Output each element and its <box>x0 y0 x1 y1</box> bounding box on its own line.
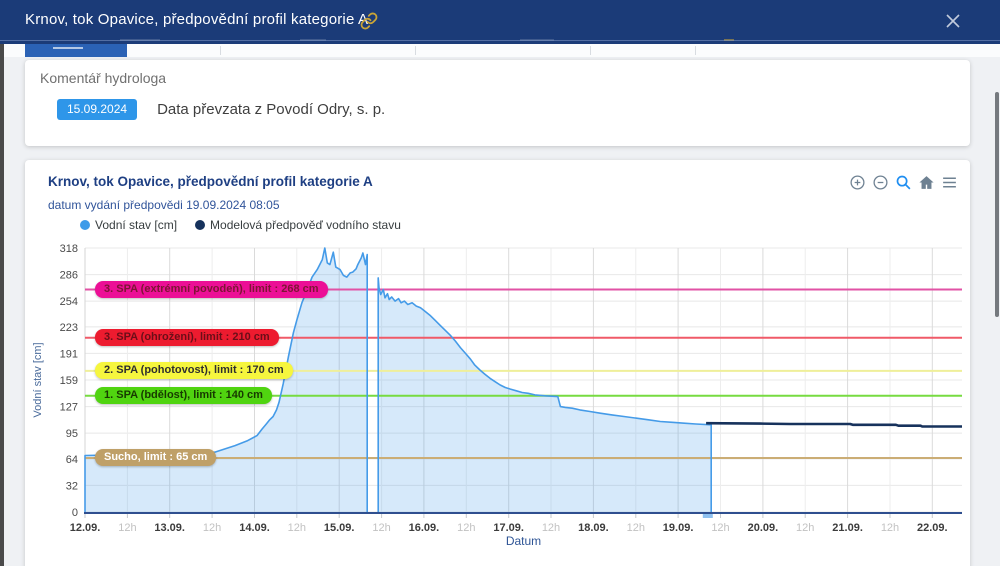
svg-text:64: 64 <box>66 454 78 466</box>
legend-item[interactable]: Modelová předpověď vodního stavu <box>195 218 401 232</box>
tab-separator <box>220 46 221 55</box>
svg-text:12h: 12h <box>118 522 136 534</box>
svg-text:254: 254 <box>60 296 78 308</box>
chart-subtitle: datum vydání předpovědi 19.09.2024 08:05 <box>48 198 280 212</box>
svg-text:318: 318 <box>60 243 78 255</box>
chart-title: Krnov, tok Opavice, předpovědní profil k… <box>48 174 373 189</box>
legend-marker-icon <box>195 220 206 230</box>
modal-title: Krnov, tok Opavice, předpovědní profil k… <box>25 11 369 28</box>
comment-text: Data převzata z Povodí Odry, s. p. <box>157 101 386 118</box>
page-scrollbar[interactable] <box>990 46 1000 566</box>
close-button[interactable] <box>944 12 962 30</box>
svg-text:12h: 12h <box>203 522 221 534</box>
chart-toolbar <box>849 174 958 191</box>
svg-text:12h: 12h <box>627 522 645 534</box>
svg-text:159: 159 <box>60 375 78 387</box>
svg-text:Datum: Datum <box>506 534 541 548</box>
header-divider <box>0 40 1000 41</box>
legend-item[interactable]: Vodní stav [cm] <box>80 218 177 232</box>
svg-text:0: 0 <box>72 507 78 519</box>
legend-label: Modelová předpověď vodního stavu <box>210 218 401 232</box>
svg-text:Vodní stav [cm]: Vodní stav [cm] <box>32 342 44 417</box>
comment-row: 15.09.2024 Data převzata z Povodí Odry, … <box>57 99 385 120</box>
svg-text:17.09.: 17.09. <box>493 522 524 534</box>
svg-text:13.09.: 13.09. <box>154 522 185 534</box>
svg-text:127: 127 <box>60 402 78 414</box>
reset-home-button[interactable] <box>918 174 935 191</box>
svg-text:12h: 12h <box>457 522 475 534</box>
svg-text:95: 95 <box>66 428 78 440</box>
svg-text:22.09.: 22.09. <box>917 522 948 534</box>
selection-zoom-button[interactable] <box>895 174 912 191</box>
svg-text:19.09.: 19.09. <box>663 522 694 534</box>
svg-text:223: 223 <box>60 322 78 334</box>
comment-date-badge: 15.09.2024 <box>57 99 138 120</box>
svg-text:12h: 12h <box>796 522 814 534</box>
svg-text:12h: 12h <box>711 522 729 534</box>
chart-plot-area[interactable]: 0 32 64 95 127 159 191 223 254 286 318 12.09. 12h 13.… <box>25 160 970 566</box>
legend-marker-icon <box>80 220 90 230</box>
svg-text:18.09.: 18.09. <box>578 522 609 534</box>
comment-heading: Komentář hydrologa <box>40 70 167 86</box>
zoom-out-button[interactable] <box>872 174 889 191</box>
legend-label: Vodní stav [cm] <box>95 218 178 232</box>
menu-button[interactable] <box>941 174 958 191</box>
modal-header: Krnov, tok Opavice, předpovědní profil k… <box>0 0 1000 44</box>
scrollbar-thumb[interactable] <box>995 92 999 317</box>
svg-text:286: 286 <box>60 270 78 282</box>
svg-text:14.09.: 14.09. <box>239 522 270 534</box>
svg-text:21.09.: 21.09. <box>832 522 863 534</box>
svg-text:20.09.: 20.09. <box>748 522 779 534</box>
svg-text:16.09.: 16.09. <box>409 522 440 534</box>
svg-text:12h: 12h <box>542 522 560 534</box>
svg-text:32: 32 <box>66 480 78 492</box>
tab-label-fragment <box>53 47 83 49</box>
svg-text:12.09.: 12.09. <box>70 522 101 534</box>
hydrologist-comment-card: Komentář hydrologa 15.09.2024 Data převz… <box>25 60 970 146</box>
clipped-tab-row <box>0 44 1000 57</box>
svg-text:12h: 12h <box>288 522 306 534</box>
page-edge-strip <box>0 44 4 566</box>
forecast-chart-card: Krnov, tok Opavice, předpovědní profil k… <box>25 160 970 566</box>
close-icon <box>946 14 960 28</box>
chart-legend: Vodní stav [cm] Modelová předpověď vodníh… <box>80 218 401 232</box>
svg-text:12h: 12h <box>372 522 390 534</box>
tab-separator <box>590 46 591 55</box>
selected-tab-fragment[interactable] <box>25 44 127 57</box>
tab-separator <box>415 46 416 55</box>
svg-text:191: 191 <box>60 348 78 360</box>
permalink-icon[interactable] <box>360 12 378 30</box>
svg-text:15.09.: 15.09. <box>324 522 355 534</box>
zoom-in-button[interactable] <box>849 174 866 191</box>
tab-separator <box>695 46 696 55</box>
svg-text:12h: 12h <box>881 522 899 534</box>
